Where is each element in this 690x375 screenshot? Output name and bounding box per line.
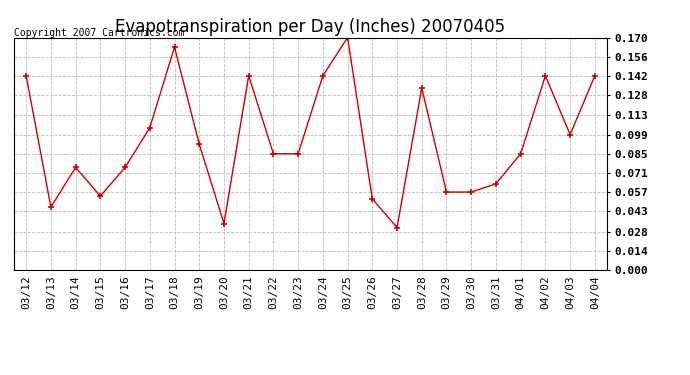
Text: Copyright 2007 Cartronics.com: Copyright 2007 Cartronics.com (14, 27, 184, 38)
Title: Evapotranspiration per Day (Inches) 20070405: Evapotranspiration per Day (Inches) 2007… (115, 18, 506, 36)
